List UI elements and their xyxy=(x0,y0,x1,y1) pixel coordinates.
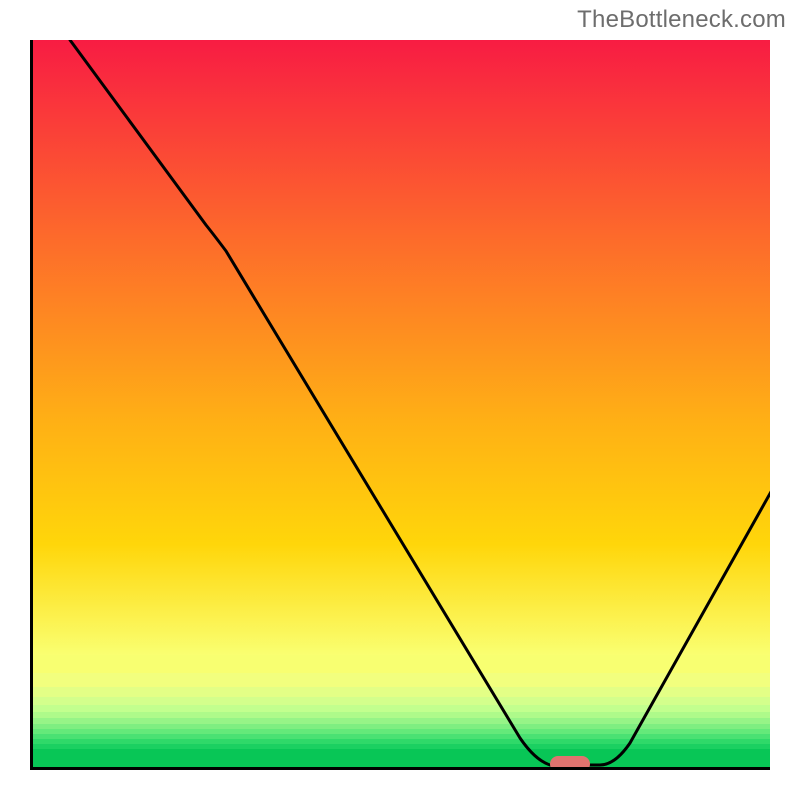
attribution-label: TheBottleneck.com xyxy=(577,6,786,34)
chart-container: TheBottleneck.com xyxy=(0,0,800,800)
bottleneck-chart xyxy=(0,0,800,800)
